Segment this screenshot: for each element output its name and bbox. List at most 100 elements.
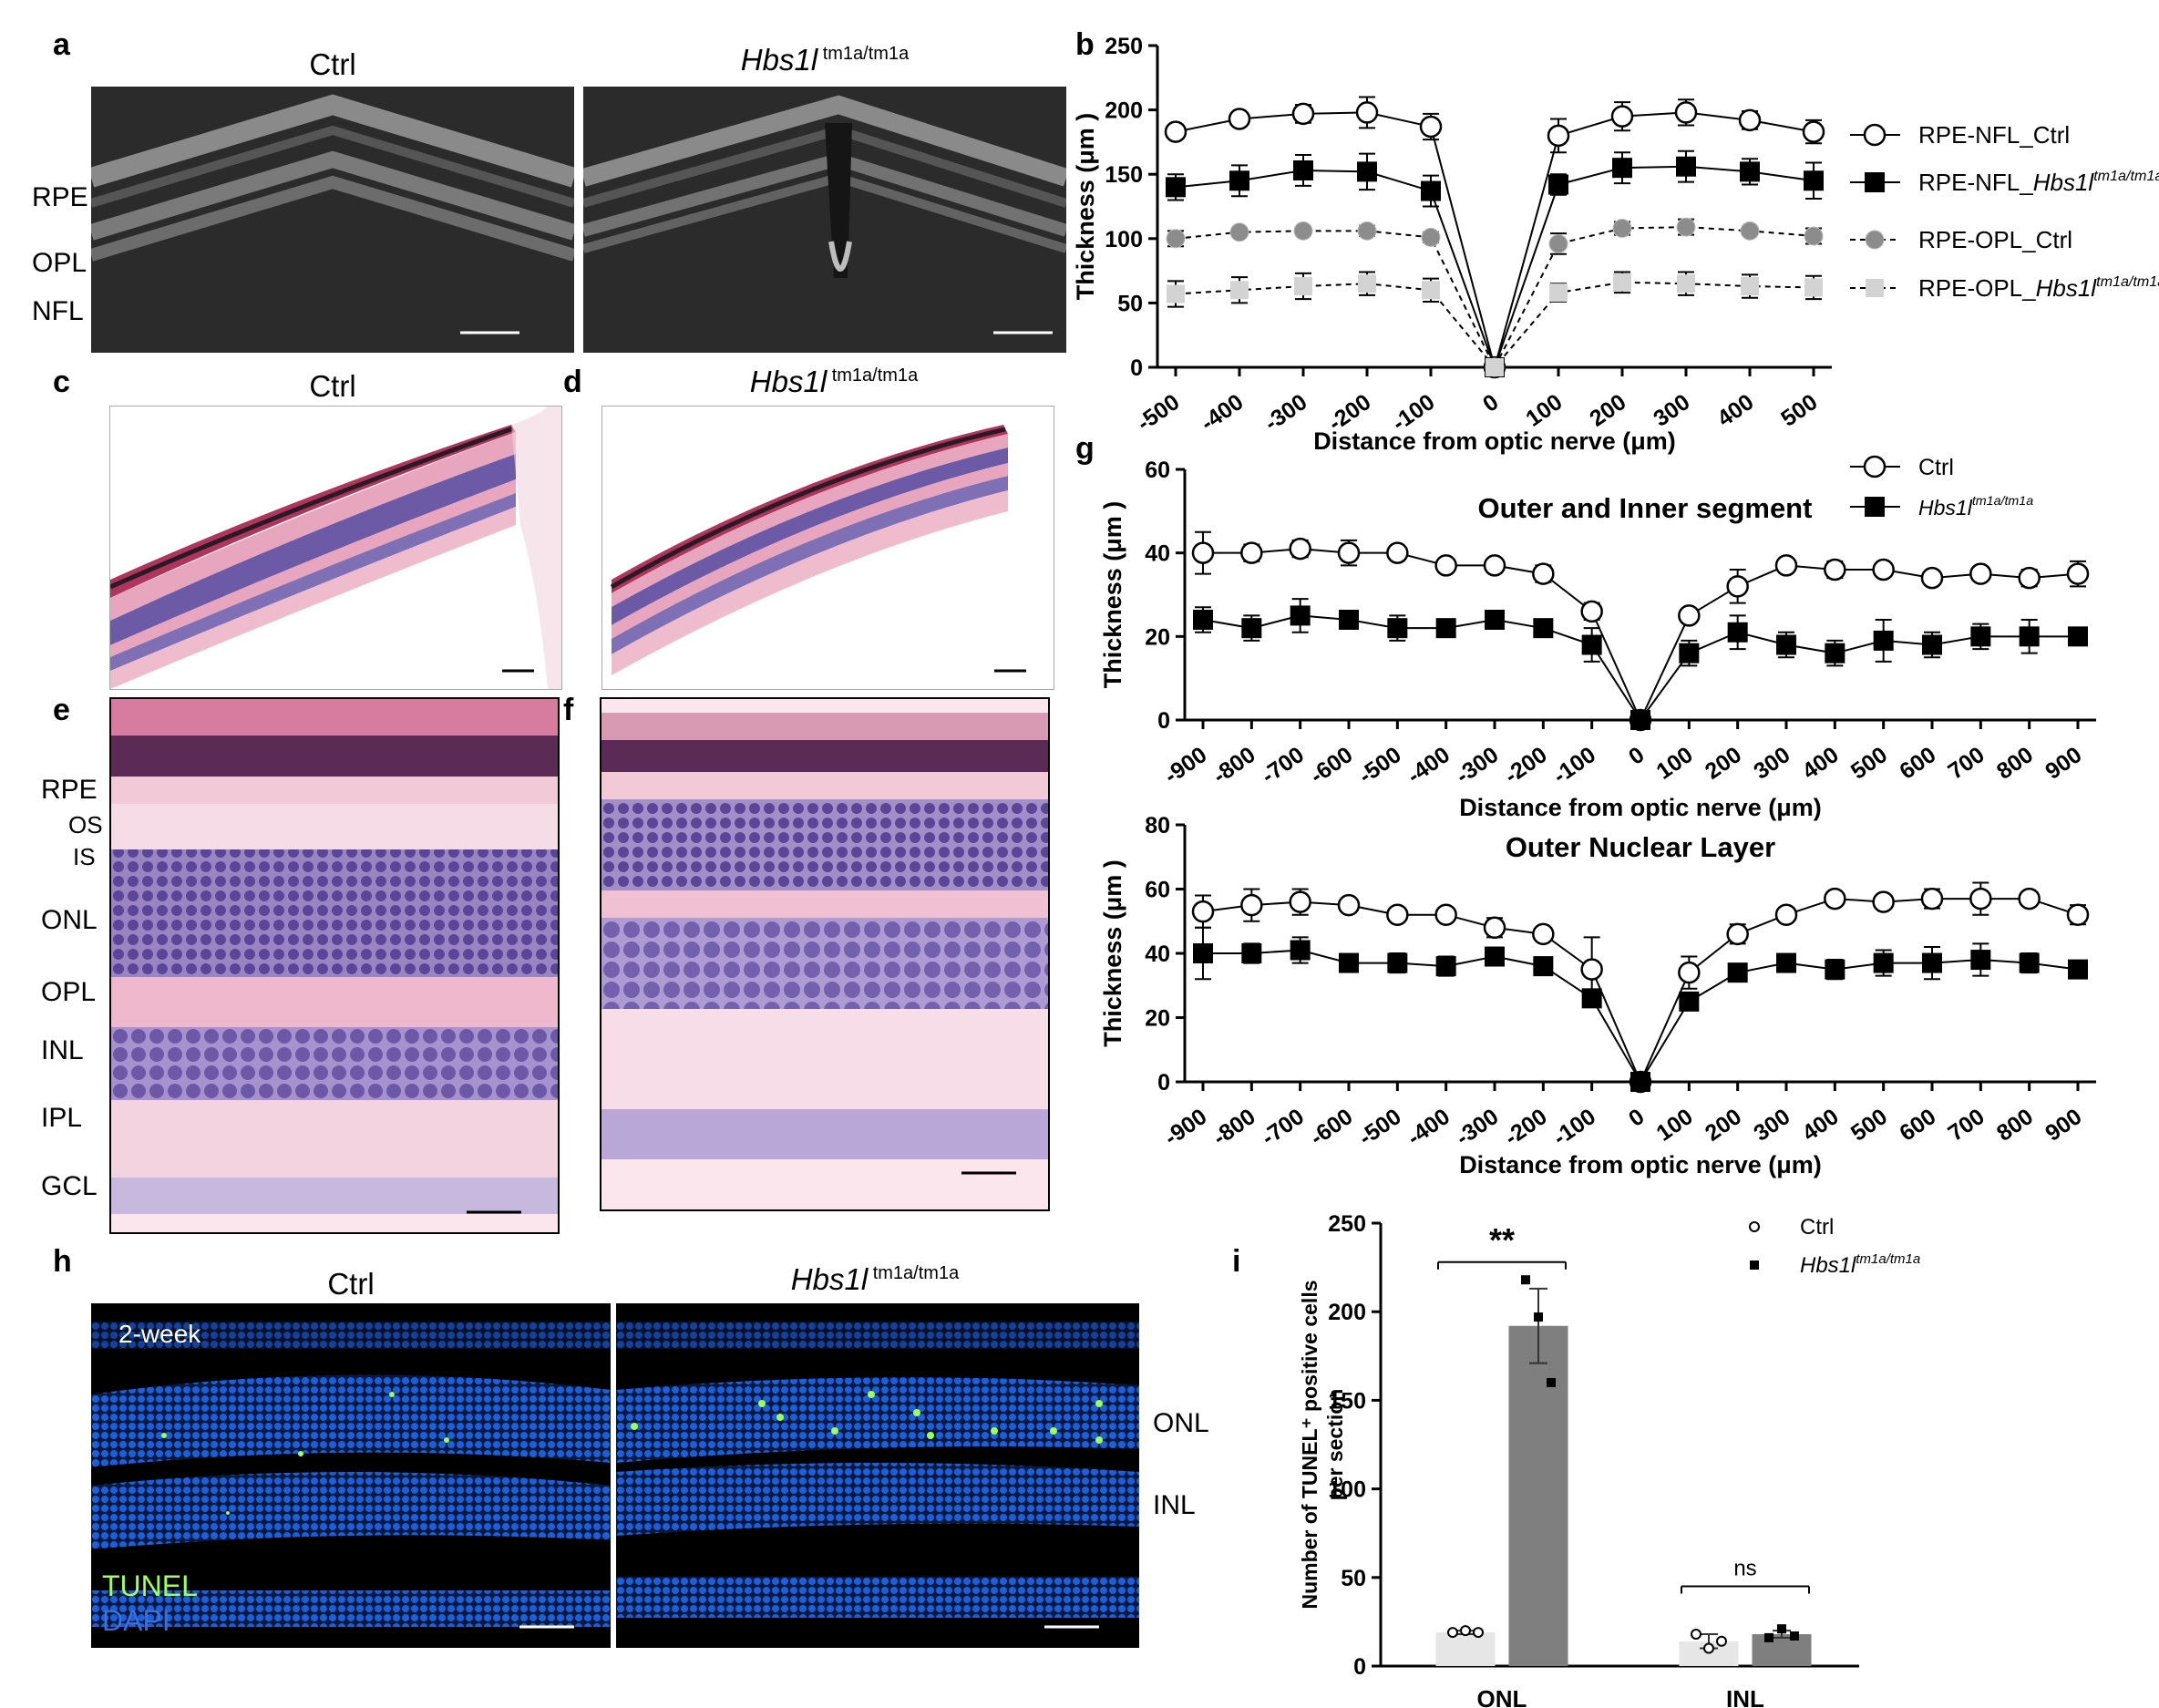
x-tick-label: 800 <box>1992 1104 2038 1147</box>
significance-label: ** <box>1489 1221 1515 1259</box>
x-tick-label: 400 <box>1798 1104 1844 1147</box>
bar <box>1508 1325 1568 1666</box>
data-point <box>1241 943 1262 963</box>
data-point <box>1289 890 1311 913</box>
data-point <box>1741 277 1759 296</box>
series-line <box>1203 548 2079 723</box>
data-point <box>1534 1312 1543 1322</box>
title-a-mutant: Hbs1l tm1a/tm1a <box>583 43 1066 77</box>
data-point <box>1355 101 1379 124</box>
data-point <box>1294 277 1312 296</box>
data-point <box>2068 626 2088 647</box>
legend-label: Ctrl <box>1918 455 1954 480</box>
x-tick-label: 400 <box>1712 389 1758 432</box>
y-tick-label: 40 <box>1145 541 1170 567</box>
x-tick-label: -300 <box>1451 742 1503 789</box>
x-tick-label: 500 <box>1776 389 1822 432</box>
x-tick-label: -500 <box>1354 742 1406 789</box>
data-point <box>1716 1635 1727 1647</box>
tunel-image-mutant <box>616 1303 1139 1648</box>
data-point <box>1548 174 1568 195</box>
data-point <box>1630 710 1650 730</box>
he-highmag-mutant <box>600 697 1050 1211</box>
legend-label: RPE-OPL_Ctrl <box>1918 226 2072 253</box>
data-point <box>1419 115 1443 139</box>
data-point <box>1485 610 1505 630</box>
data-point <box>1435 956 1456 977</box>
data-point <box>1738 108 1762 132</box>
y-axis-label: per section <box>1323 1389 1347 1501</box>
data-point <box>1357 161 1377 182</box>
data-point <box>1290 940 1311 961</box>
allele-name: tm1a/tm1a <box>827 365 919 386</box>
data-point <box>2066 562 2090 585</box>
series-line <box>1203 949 2079 1084</box>
data-point <box>1727 622 1748 643</box>
data-point <box>1422 281 1440 300</box>
panel-letter-f: f <box>563 693 574 727</box>
data-point <box>1676 156 1696 177</box>
y-tick-label: 0 <box>1130 355 1143 381</box>
allele-name: tm1a/tm1a <box>817 44 910 64</box>
x-tick-label: -200 <box>1500 1104 1552 1151</box>
y-axis-label: Number of TUNEL⁺ positive cells <box>1298 1280 1321 1609</box>
x-tick-label: 700 <box>1944 1104 1989 1147</box>
data-point <box>1521 1275 1530 1285</box>
data-point <box>1922 952 1942 973</box>
y-tick-label: 80 <box>1145 813 1170 839</box>
data-point <box>1703 1642 1714 1654</box>
x-tick-label: -400 <box>1403 742 1455 789</box>
data-point <box>1610 105 1634 128</box>
series-line <box>1202 614 2078 722</box>
chart-title: Outer and Inner segment <box>1478 492 1813 524</box>
y-tick-label: 200 <box>1328 1300 1366 1325</box>
data-point <box>1434 903 1457 926</box>
data-point <box>1421 227 1441 247</box>
data-point <box>1581 634 1602 655</box>
data-point <box>1358 274 1376 293</box>
data-point <box>1547 124 1570 148</box>
x-tick-label: 700 <box>1944 742 1989 785</box>
y-axis-label: Thickness (μm ) <box>1072 113 1099 301</box>
data-point <box>1824 558 1846 581</box>
data-point <box>1193 610 1213 630</box>
title-h-mutant: Hbs1l tm1a/tm1a <box>611 1262 1139 1297</box>
chart-title: Outer Nuclear Layer <box>1506 831 1775 863</box>
data-point <box>1291 102 1315 126</box>
series-line <box>1175 165 1815 370</box>
y-tick-label: 20 <box>1145 624 1170 650</box>
y-axis-label: Thickness (μm ) <box>1099 501 1126 689</box>
data-point <box>1580 600 1603 623</box>
layer-label-onl: ONL <box>41 905 98 935</box>
x-tick-label: -800 <box>1208 1104 1260 1151</box>
data-point <box>1872 558 1895 581</box>
legend-marker <box>1750 1260 1759 1270</box>
data-point <box>1230 281 1249 300</box>
legend-marker <box>1863 455 1887 478</box>
y-tick-label: 0 <box>1353 1654 1366 1680</box>
data-point <box>1804 278 1823 297</box>
data-point <box>1613 273 1631 292</box>
x-tick-label: -600 <box>1305 742 1357 789</box>
data-point <box>1164 120 1187 143</box>
data-point <box>1581 988 1602 1009</box>
x-tick-label: 100 <box>1652 1104 1698 1147</box>
data-point <box>1293 221 1313 241</box>
data-point <box>1969 887 1992 911</box>
data-point <box>1421 180 1441 201</box>
data-point <box>1289 537 1311 561</box>
allele-name: tm1a/tm1a <box>868 1263 960 1283</box>
significance-label: ns <box>1733 1557 1756 1581</box>
data-point <box>1337 893 1361 917</box>
y-tick-label: 20 <box>1145 1006 1170 1032</box>
layer-label-ipl: IPL <box>41 1103 83 1133</box>
series-line <box>1202 898 2079 1085</box>
y-tick-label: 150 <box>1105 162 1143 188</box>
gene-name: Hbs1l <box>749 365 828 398</box>
x-tick-label: -800 <box>1208 742 1260 789</box>
he-lowmag-ctrl <box>109 406 562 690</box>
data-point <box>1290 605 1311 626</box>
y-axis-label: Thickness (μm ) <box>1099 859 1126 1047</box>
data-point <box>1678 604 1701 627</box>
